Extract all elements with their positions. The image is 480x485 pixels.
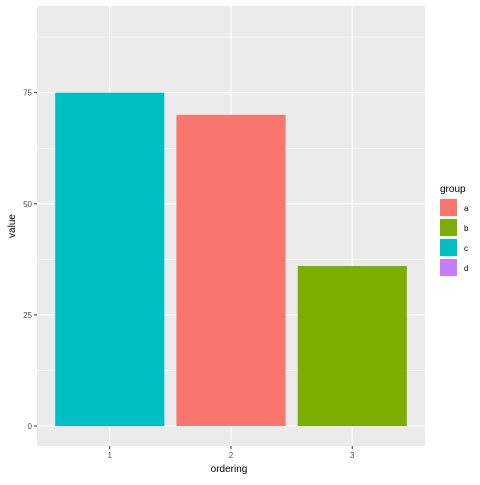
legend-items: a b c d xyxy=(440,199,469,276)
y-tick-label: 0 xyxy=(28,422,33,431)
x-axis-title: ordering xyxy=(211,464,248,475)
x-tick-label: 3 xyxy=(350,451,355,460)
legend-label-d: d xyxy=(464,264,468,273)
legend-key-a xyxy=(440,199,457,216)
y-tick-label: 50 xyxy=(23,200,32,209)
x-axis-ticks: 1 2 3 xyxy=(108,446,355,460)
legend-key-c xyxy=(440,239,457,256)
y-tick-label: 25 xyxy=(23,311,32,320)
y-axis-title: value xyxy=(7,214,18,238)
legend-label-a: a xyxy=(464,204,469,213)
y-axis-ticks: 0 25 50 75 xyxy=(23,89,37,431)
legend-title: group xyxy=(440,184,466,195)
bars xyxy=(55,92,407,427)
legend-key-d xyxy=(440,259,457,276)
bar-1 xyxy=(55,92,165,427)
legend-key-b xyxy=(440,219,457,236)
x-tick-label: 2 xyxy=(229,451,234,460)
legend: group a b c d xyxy=(440,184,469,276)
legend-label-c: c xyxy=(464,244,468,253)
bar-3 xyxy=(297,266,407,426)
x-tick-label: 1 xyxy=(108,451,113,460)
y-tick-label: 75 xyxy=(23,89,32,98)
legend-label-b: b xyxy=(464,224,469,233)
bar-2 xyxy=(176,114,286,426)
